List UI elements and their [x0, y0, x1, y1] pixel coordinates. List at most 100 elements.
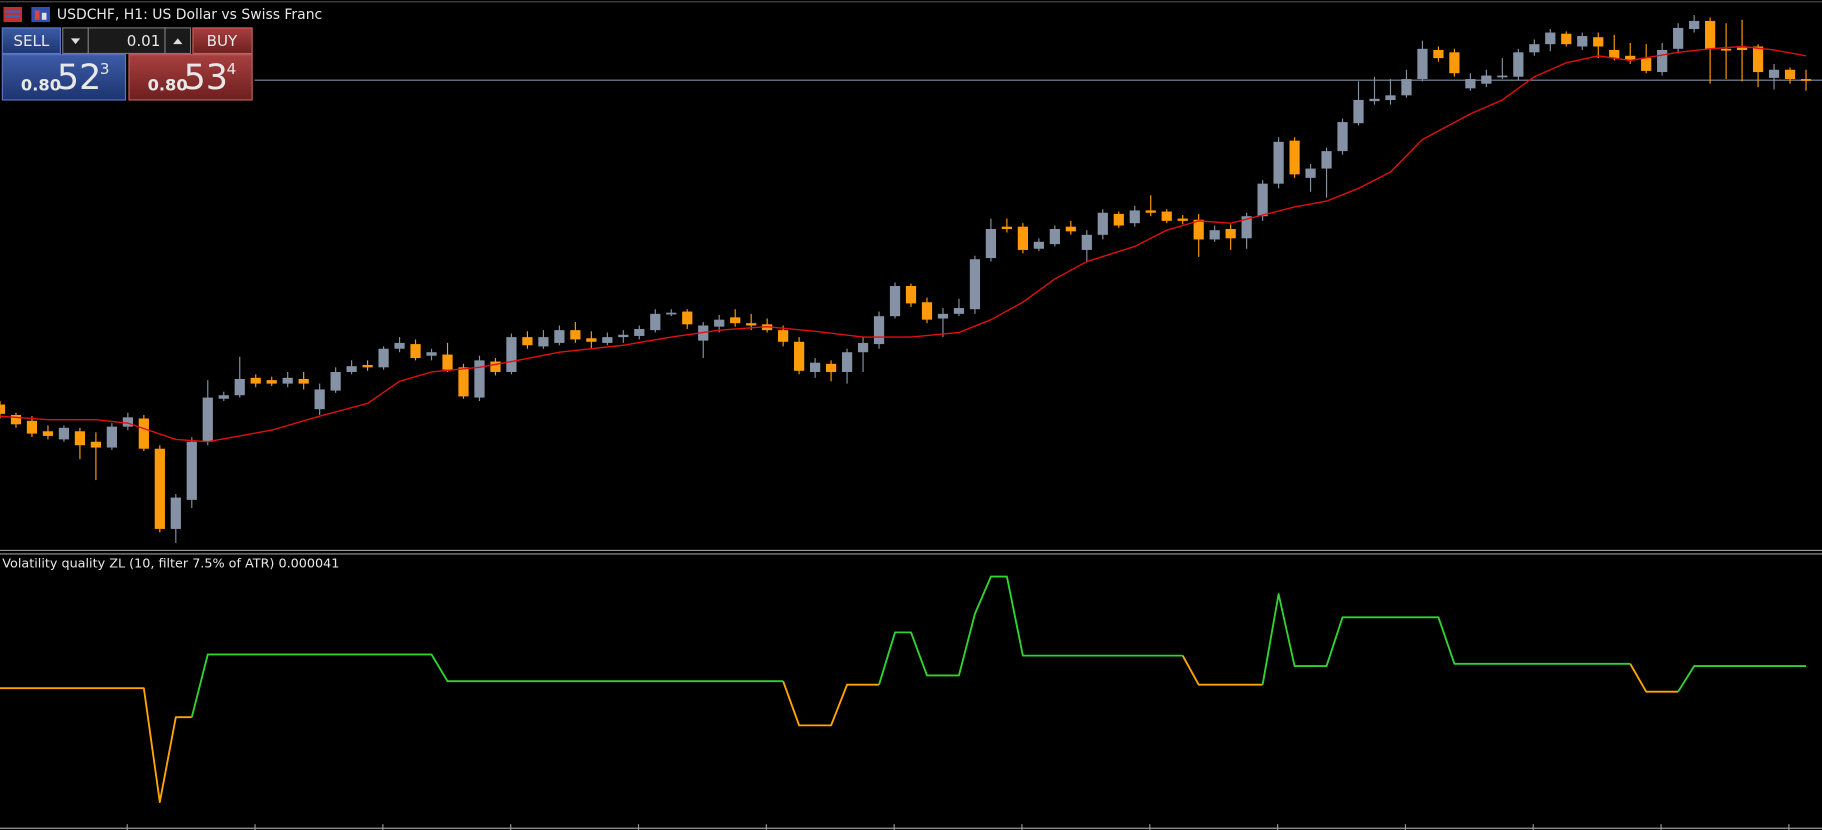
buy-price-box[interactable]	[128, 54, 253, 101]
candle-body	[985, 229, 997, 259]
lot-input[interactable]	[87, 27, 166, 55]
candle-body	[1609, 49, 1620, 59]
candle-body	[1545, 32, 1556, 45]
candle-body	[202, 397, 213, 442]
candle-body	[1353, 99, 1364, 124]
candle-body	[746, 323, 757, 326]
candle-body	[1241, 216, 1252, 239]
candle-body	[490, 361, 501, 372]
candle-body	[1481, 75, 1492, 84]
candle-body	[298, 378, 309, 384]
buy-button[interactable]	[192, 27, 253, 55]
moving-average-line	[0, 45, 1807, 443]
candle-body	[1209, 230, 1220, 240]
sell-price-box[interactable]	[1, 54, 127, 101]
sell-label: SELL	[13, 32, 50, 50]
candle-body	[1001, 226, 1013, 230]
candle-body	[1625, 55, 1636, 61]
candle-body	[1257, 183, 1268, 217]
time-separators	[126, 824, 1790, 830]
candle-body	[330, 371, 341, 391]
chart-title: USDCHF, H1: US Dollar vs Swiss Franc	[57, 7, 322, 23]
candle-body	[1225, 229, 1236, 239]
candle-body	[1129, 210, 1140, 224]
candle-body	[1417, 48, 1428, 80]
candle-body	[426, 352, 437, 356]
candle-body	[154, 448, 165, 529]
candle-body	[506, 337, 517, 372]
sell-button[interactable]	[1, 27, 62, 55]
candle-body	[122, 417, 133, 427]
candle-body	[458, 367, 469, 397]
candle-body	[794, 341, 805, 371]
candle-body	[714, 319, 725, 327]
lot-value: 0.01	[127, 32, 161, 50]
candle-body	[1593, 37, 1604, 47]
candle-body	[266, 380, 277, 384]
candle-body	[1033, 241, 1044, 249]
candle-body	[1736, 47, 1748, 50]
candle-body	[1689, 20, 1700, 30]
candle-body	[554, 330, 565, 343]
candle-body	[650, 313, 661, 331]
indicator-line	[190, 575, 1807, 718]
candle-body	[1577, 36, 1588, 47]
candle-body	[474, 360, 485, 398]
candle-body	[26, 420, 38, 434]
candle-body	[394, 342, 405, 349]
candle-body	[809, 362, 821, 372]
candle-body	[538, 337, 549, 347]
candle-body	[282, 377, 293, 384]
candle-body	[250, 377, 261, 384]
candle-body	[666, 312, 677, 315]
candle-body	[570, 330, 581, 340]
candle-body	[442, 354, 453, 370]
candle-body	[1385, 95, 1396, 100]
candle-body	[218, 395, 229, 399]
trade-icon[interactable]	[31, 6, 50, 23]
candle-body	[889, 285, 901, 317]
candle-body	[953, 308, 965, 314]
candle-body	[522, 337, 533, 346]
candle-body	[10, 415, 22, 425]
candle-body	[905, 285, 917, 304]
candle-body	[1145, 210, 1156, 213]
candle-body	[170, 497, 181, 529]
candle-body	[778, 330, 789, 342]
indicator-line	[0, 655, 1679, 804]
candle-body	[1768, 69, 1780, 78]
candle-body	[1273, 141, 1284, 184]
candle-body	[1449, 52, 1460, 74]
candle-body	[1305, 168, 1316, 178]
candle-body	[1289, 140, 1300, 175]
plot	[0, 15, 1822, 804]
candle-body	[921, 302, 933, 320]
candle-body	[937, 313, 949, 319]
candle-body	[1017, 226, 1028, 250]
sell-price-point: 3	[100, 60, 110, 78]
candle-body	[825, 363, 837, 372]
candle-body	[1673, 27, 1684, 49]
candle-body	[873, 316, 885, 345]
candle-body	[1177, 218, 1188, 221]
indicator-label: Volatility quality ZL (10, filter 7.5% o…	[2, 556, 339, 571]
candle-body	[857, 342, 869, 353]
candle-body	[58, 427, 70, 440]
candle-body	[1513, 52, 1524, 77]
candle-body	[1465, 79, 1476, 89]
candle-body	[346, 366, 357, 372]
candle-body	[138, 418, 149, 449]
buy-price-point: 4	[227, 60, 237, 78]
candle-body	[90, 441, 102, 448]
arrow-down	[70, 38, 81, 45]
candle-body	[1113, 213, 1124, 226]
candle-body	[42, 431, 54, 436]
candle-body	[1784, 69, 1796, 80]
candle-body	[1720, 48, 1732, 51]
buy-label: BUY	[207, 32, 238, 50]
icon-detail	[5, 10, 20, 13]
candle-body	[1529, 44, 1540, 53]
candle-body	[1193, 219, 1204, 240]
menu-icon[interactable]	[3, 6, 23, 23]
